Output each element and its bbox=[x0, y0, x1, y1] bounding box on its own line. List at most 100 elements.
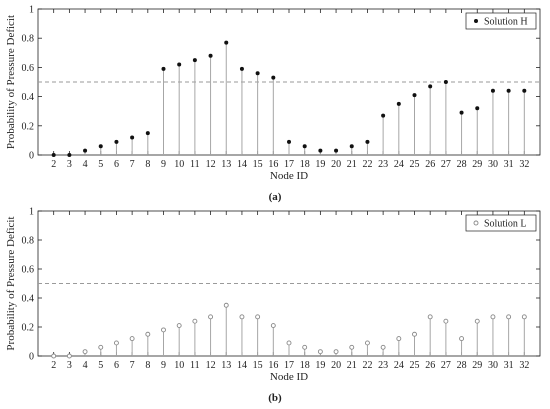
x-tick-label: 26 bbox=[425, 159, 435, 170]
data-point bbox=[51, 153, 56, 157]
data-point bbox=[208, 314, 214, 320]
chart-panel-a: 00.20.40.60.812 3 4 5 6 7 8 9 10 11 12 13 14 15 16 17 18… bbox=[5, 5, 541, 203]
data-point bbox=[98, 344, 104, 350]
x-tick-label: 28 bbox=[457, 159, 467, 170]
x-tick-label: 7 bbox=[130, 159, 135, 170]
x-tick-label: 3 bbox=[67, 360, 72, 371]
x-tick-label: 9 bbox=[161, 360, 166, 371]
data-point bbox=[443, 80, 448, 84]
x-tick-label: 19 bbox=[315, 360, 325, 371]
data-point bbox=[161, 327, 166, 333]
x-tick-label: 13 bbox=[221, 360, 231, 371]
data-point bbox=[161, 66, 166, 71]
x-tick-label: 27 bbox=[441, 159, 451, 170]
panel-caption: (b) bbox=[268, 392, 282, 404]
x-tick-label: 18 bbox=[300, 360, 310, 371]
x-tick-label: 30 bbox=[488, 360, 498, 371]
data-point bbox=[490, 314, 496, 320]
data-point bbox=[506, 314, 512, 320]
data-point bbox=[286, 340, 292, 346]
x-tick-label: 32 bbox=[519, 360, 529, 371]
y-tick-label: 0.2 bbox=[22, 121, 35, 132]
x-tick-label: 2 bbox=[51, 360, 56, 371]
data-point bbox=[459, 336, 465, 342]
x-tick-label: 30 bbox=[488, 159, 498, 170]
data-point bbox=[255, 71, 260, 76]
x-tick-label: 14 bbox=[237, 360, 247, 371]
x-tick-label: 19 bbox=[315, 159, 325, 170]
plot-frame bbox=[37, 210, 541, 357]
data-point bbox=[239, 66, 244, 71]
y-tick-label: 0.8 bbox=[22, 236, 35, 247]
data-point bbox=[364, 340, 370, 346]
y-axis-label: Probability of Pressure Deficit bbox=[5, 15, 17, 149]
legend-marker bbox=[474, 19, 478, 23]
data-point bbox=[381, 113, 386, 118]
data-point bbox=[176, 323, 182, 328]
x-tick-label: 27 bbox=[441, 360, 451, 371]
data-point bbox=[255, 314, 261, 320]
data-point bbox=[333, 349, 339, 355]
x-tick-label: 4 bbox=[83, 159, 88, 170]
data-point bbox=[129, 336, 135, 342]
data-point bbox=[208, 53, 213, 58]
data-point bbox=[474, 318, 480, 324]
data-point bbox=[302, 144, 307, 149]
y-tick-label: 1 bbox=[29, 207, 34, 218]
y-axis-label: Probability of Pressure Deficit bbox=[5, 216, 17, 350]
data-point bbox=[98, 144, 103, 149]
data-point bbox=[317, 349, 323, 355]
x-tick-label: 10 bbox=[174, 159, 184, 170]
data-point bbox=[224, 40, 229, 45]
x-tick-label: 4 bbox=[83, 360, 88, 371]
y-tick-label: 0.4 bbox=[22, 92, 35, 103]
x-tick-label: 12 bbox=[206, 159, 216, 170]
data-point bbox=[66, 353, 72, 359]
data-point bbox=[475, 106, 480, 111]
data-point bbox=[145, 131, 150, 136]
x-tick-label: 3 bbox=[67, 159, 72, 170]
legend-label: Solution H bbox=[484, 17, 528, 28]
x-tick-label: 20 bbox=[331, 360, 341, 371]
x-tick-label: 7 bbox=[130, 360, 135, 371]
x-tick-label: 16 bbox=[268, 159, 278, 170]
x-tick-label: 16 bbox=[268, 360, 278, 371]
data-point bbox=[51, 353, 57, 359]
x-tick-label: 10 bbox=[174, 360, 184, 371]
plot-frame bbox=[37, 8, 541, 156]
x-tick-label: 8 bbox=[145, 360, 150, 371]
x-tick-label: 11 bbox=[190, 159, 200, 170]
data-point bbox=[192, 318, 198, 324]
data-point bbox=[270, 323, 276, 328]
y-tick-label: 0.6 bbox=[22, 63, 35, 74]
x-tick-label: 28 bbox=[457, 360, 467, 371]
x-axis-label: Node ID bbox=[270, 371, 308, 383]
data-point bbox=[130, 135, 135, 140]
x-tick-label: 5 bbox=[98, 159, 103, 170]
x-tick-label: 22 bbox=[362, 360, 372, 371]
data-point bbox=[443, 318, 449, 324]
x-tick-label: 23 bbox=[378, 159, 388, 170]
data-point bbox=[318, 148, 323, 153]
data-point bbox=[271, 75, 276, 80]
x-tick-label: 6 bbox=[114, 360, 119, 371]
x-tick-label: 25 bbox=[410, 360, 420, 371]
x-tick-label: 21 bbox=[347, 159, 357, 170]
x-tick-label: 31 bbox=[504, 360, 514, 371]
data-point bbox=[521, 314, 527, 320]
y-tick-label: 0.4 bbox=[22, 294, 35, 305]
data-point bbox=[412, 331, 417, 337]
data-point bbox=[490, 88, 495, 93]
x-tick-label: 9 bbox=[161, 159, 166, 170]
data-point bbox=[145, 331, 151, 337]
legend-marker bbox=[473, 220, 479, 226]
x-tick-label: 24 bbox=[394, 360, 404, 371]
x-tick-label: 29 bbox=[472, 360, 482, 371]
x-tick-label: 18 bbox=[300, 159, 310, 170]
data-point bbox=[83, 148, 88, 153]
x-tick-label: 32 bbox=[519, 159, 529, 170]
data-point bbox=[506, 88, 511, 93]
x-tick-label: 25 bbox=[410, 159, 420, 170]
data-point bbox=[113, 340, 119, 346]
